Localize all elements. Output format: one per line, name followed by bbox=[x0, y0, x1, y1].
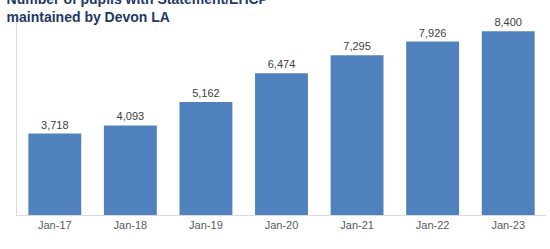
svg-text:Jan-19: Jan-19 bbox=[189, 219, 223, 231]
svg-text:Jan-23: Jan-23 bbox=[491, 219, 525, 231]
svg-text:8,400: 8,400 bbox=[494, 16, 522, 28]
svg-text:Jan-18: Jan-18 bbox=[114, 219, 148, 231]
svg-text:7,295: 7,295 bbox=[343, 40, 371, 52]
svg-text:Number of pupils with Statemen: Number of pupils with Statement/EHCPmain… bbox=[7, 0, 268, 25]
svg-text:7,926: 7,926 bbox=[419, 27, 447, 39]
svg-text:5,162: 5,162 bbox=[192, 87, 220, 99]
svg-text:6,474: 6,474 bbox=[268, 58, 296, 70]
svg-text:Jan-22: Jan-22 bbox=[416, 219, 450, 231]
svg-text:Jan-21: Jan-21 bbox=[340, 219, 374, 231]
svg-text:4,093: 4,093 bbox=[117, 110, 145, 122]
svg-text:Jan-17: Jan-17 bbox=[38, 219, 72, 231]
svg-text:Jan-20: Jan-20 bbox=[265, 219, 299, 231]
svg-text:3,718: 3,718 bbox=[41, 119, 69, 131]
